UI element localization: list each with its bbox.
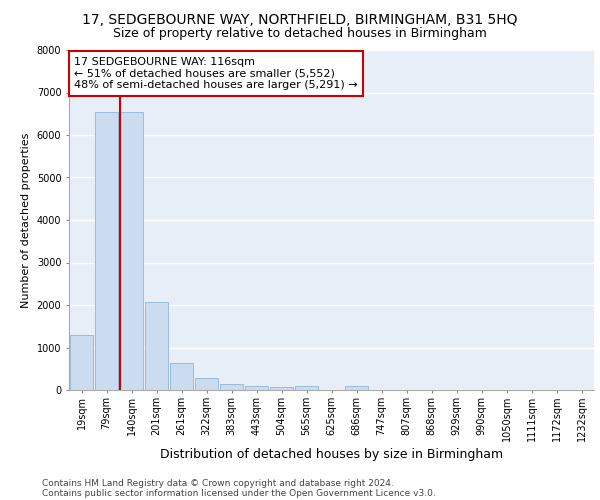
Text: 17 SEDGEBOURNE WAY: 116sqm
← 51% of detached houses are smaller (5,552)
48% of s: 17 SEDGEBOURNE WAY: 116sqm ← 51% of deta… [74, 57, 358, 90]
Text: Size of property relative to detached houses in Birmingham: Size of property relative to detached ho… [113, 28, 487, 40]
X-axis label: Distribution of detached houses by size in Birmingham: Distribution of detached houses by size … [160, 448, 503, 461]
Bar [345, 386, 368, 390]
Bar [195, 378, 218, 390]
Text: Contains HM Land Registry data © Crown copyright and database right 2024.: Contains HM Land Registry data © Crown c… [42, 478, 394, 488]
Bar [120, 112, 143, 390]
Bar [95, 112, 118, 390]
Bar [145, 302, 168, 390]
Bar [245, 386, 268, 390]
Bar [295, 386, 318, 390]
Bar [220, 384, 243, 390]
Bar [70, 335, 93, 390]
Text: Contains public sector information licensed under the Open Government Licence v3: Contains public sector information licen… [42, 488, 436, 498]
Bar [270, 387, 293, 390]
Y-axis label: Number of detached properties: Number of detached properties [21, 132, 31, 308]
Text: 17, SEDGEBOURNE WAY, NORTHFIELD, BIRMINGHAM, B31 5HQ: 17, SEDGEBOURNE WAY, NORTHFIELD, BIRMING… [82, 12, 518, 26]
Bar [170, 363, 193, 390]
